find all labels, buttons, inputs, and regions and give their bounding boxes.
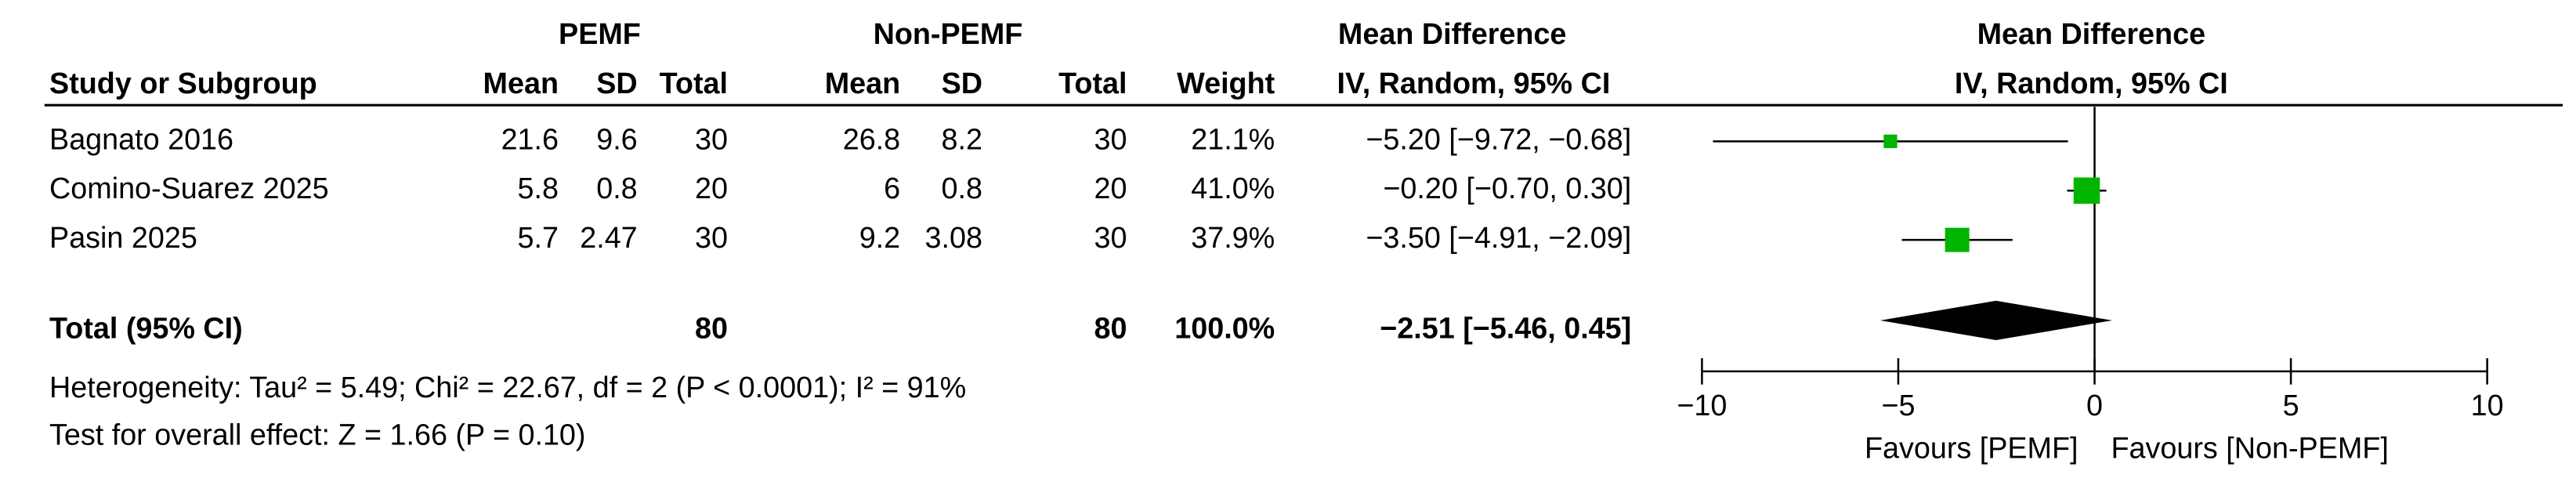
x-tick-label: −10 bbox=[1677, 389, 1727, 422]
study-exp-mean: 5.8 bbox=[518, 172, 559, 205]
study-name: Bagnato 2016 bbox=[49, 122, 233, 155]
study-ci-label: −5.20 [−9.72, −0.68] bbox=[1366, 122, 1631, 155]
study-ctl-mean: 26.8 bbox=[843, 122, 900, 155]
effect-square bbox=[1883, 134, 1898, 148]
column-header: IV, Random, 95% CI bbox=[1955, 67, 2228, 100]
study-weight-label: 41.0% bbox=[1191, 172, 1275, 205]
total-exp-total: 80 bbox=[695, 311, 728, 344]
study-exp-sd: 2.47 bbox=[580, 221, 637, 254]
x-tick-label: 10 bbox=[2471, 389, 2504, 422]
total-diamond bbox=[1880, 300, 2113, 341]
study-exp-mean: 21.6 bbox=[501, 122, 559, 155]
study-ctl-sd: 8.2 bbox=[942, 122, 982, 155]
effect-square bbox=[1945, 227, 1970, 252]
study-ctl-sd: 0.8 bbox=[942, 172, 982, 205]
total-ci-label: −2.51 [−5.46, 0.45] bbox=[1380, 311, 1631, 344]
study-ci-label: −3.50 [−4.91, −2.09] bbox=[1366, 221, 1631, 254]
x-tick-label: −5 bbox=[1881, 389, 1915, 422]
total-weight-label: 100.0% bbox=[1174, 311, 1275, 344]
favours-left: Favours [PEMF] bbox=[1865, 431, 2079, 464]
group-header: Non-PEMF bbox=[874, 17, 1023, 50]
study-ci-label: −0.20 [−0.70, 0.30] bbox=[1383, 172, 1631, 205]
column-header: Total bbox=[660, 67, 728, 100]
total-name: Total (95% CI) bbox=[49, 311, 243, 344]
column-header: Total bbox=[1058, 67, 1127, 100]
study-exp-total: 20 bbox=[695, 172, 728, 205]
favours-right: Favours [Non-PEMF] bbox=[2111, 431, 2388, 464]
study-exp-total: 30 bbox=[695, 221, 728, 254]
column-header: Mean bbox=[825, 67, 900, 100]
study-name: Pasin 2025 bbox=[49, 221, 197, 254]
group-header: Mean Difference bbox=[1977, 17, 2205, 50]
study-exp-total: 30 bbox=[695, 122, 728, 155]
column-header: Mean bbox=[483, 67, 559, 100]
group-header: Mean Difference bbox=[1338, 17, 1566, 50]
study-ctl-mean: 9.2 bbox=[859, 221, 900, 254]
x-tick-label: 0 bbox=[2086, 389, 2103, 422]
overall-effect: Test for overall effect: Z = 1.66 (P = 0… bbox=[49, 418, 585, 451]
column-header: Weight bbox=[1177, 67, 1275, 100]
total-ctl-total: 80 bbox=[1094, 311, 1127, 344]
heterogeneity: Heterogeneity: Tau² = 5.49; Chi² = 22.67… bbox=[49, 371, 966, 404]
study-name: Comino-Suarez 2025 bbox=[49, 172, 329, 205]
study-ctl-mean: 6 bbox=[884, 172, 900, 205]
column-header: SD bbox=[596, 67, 637, 100]
column-header: Study or Subgroup bbox=[49, 67, 317, 100]
study-exp-sd: 0.8 bbox=[596, 172, 637, 205]
effect-square bbox=[2073, 177, 2100, 204]
study-ctl-total: 20 bbox=[1094, 172, 1127, 205]
study-exp-sd: 9.6 bbox=[596, 122, 637, 155]
column-header: IV, Random, 95% CI bbox=[1337, 67, 1611, 100]
study-weight-label: 37.9% bbox=[1191, 221, 1275, 254]
study-ctl-sd: 3.08 bbox=[925, 221, 982, 254]
column-header: SD bbox=[942, 67, 982, 100]
study-exp-mean: 5.7 bbox=[518, 221, 559, 254]
study-ctl-total: 30 bbox=[1094, 122, 1127, 155]
group-header: PEMF bbox=[559, 17, 641, 50]
study-ctl-total: 30 bbox=[1094, 221, 1127, 254]
x-tick-label: 5 bbox=[2283, 389, 2299, 422]
study-weight-label: 21.1% bbox=[1191, 122, 1275, 155]
